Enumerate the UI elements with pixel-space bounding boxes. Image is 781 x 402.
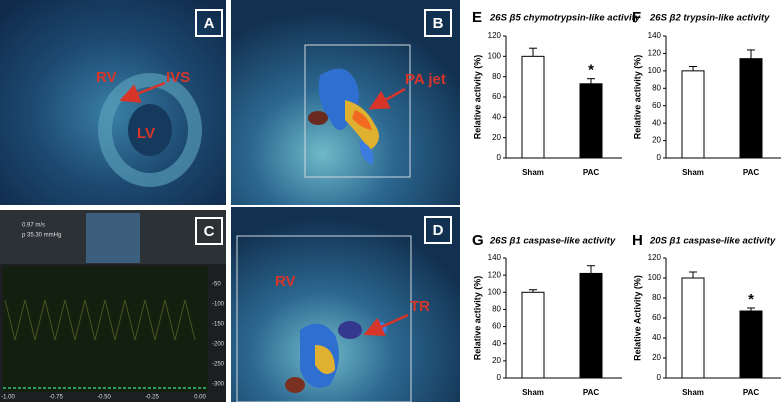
bar [739, 310, 763, 379]
y-tick-label: 20 [492, 356, 501, 365]
x-tick-label: Sham [522, 168, 544, 177]
y-tick-label: 0 [497, 153, 502, 162]
x-tick-label: -0.25 [145, 395, 159, 401]
y-tick-label: -100 [212, 302, 225, 308]
y-tick-label: -300 [212, 382, 225, 388]
panel-label: G [472, 232, 484, 249]
annotation: TR [410, 298, 430, 315]
x-tick-label: -0.50 [97, 395, 111, 401]
y-tick-label: 140 [488, 253, 502, 262]
bar [521, 55, 545, 159]
y-tick-label: 100 [488, 287, 502, 296]
image-c: C 0.97 m/s p 35.30 mmHg -1.00 -0.75 -0.50-… [0, 210, 226, 402]
bar [579, 83, 603, 159]
y-tick-label: 60 [652, 101, 661, 110]
panel-label: H [632, 232, 643, 249]
charts: E 26S β5 chymotrypsin-like activity Relati… [472, 9, 781, 397]
annotation: RV [96, 69, 117, 86]
image-a: A RV IVS LV [0, 0, 226, 205]
y-tick-label: 120 [488, 270, 502, 279]
x-tick-label: Sham [682, 388, 704, 397]
y-axis-label: Relative activity (%) [632, 55, 642, 140]
y-tick-label: 20 [652, 353, 661, 362]
y-tick-label: 80 [652, 293, 661, 302]
annotation: RV [275, 273, 296, 290]
y-tick-label: -150 [212, 322, 225, 328]
x-tick-label: Sham [682, 168, 704, 177]
x-tick-label: 0.00 [194, 395, 206, 401]
bar [521, 291, 545, 379]
y-tick-label: 120 [648, 49, 662, 58]
bar [681, 70, 705, 159]
y-tick-label: 80 [492, 305, 501, 314]
bar [739, 58, 763, 159]
y-tick-label: -50 [212, 282, 221, 288]
y-tick-label: 40 [492, 339, 501, 348]
annotation: IVS [166, 69, 190, 86]
y-tick-label: 80 [492, 72, 501, 81]
x-tick-label: -0.75 [49, 395, 63, 401]
y-tick-label: 120 [488, 31, 502, 40]
bar [681, 277, 705, 379]
significance-label: * [588, 62, 594, 79]
chart-title: 20S β1 caspase-like activity [649, 236, 776, 247]
y-tick-label: 40 [492, 112, 501, 121]
x-tick-label: -1.00 [1, 395, 15, 401]
bar [579, 272, 603, 379]
significance-label: * [748, 291, 754, 308]
y-axis-label: Relative Activity (%) [632, 275, 642, 361]
x-tick-label: PAC [583, 388, 600, 397]
panel-label: E [472, 9, 482, 26]
y-tick-label: 100 [648, 66, 662, 75]
chart-title: 26S β2 trypsin-like activity [649, 13, 770, 24]
x-tick-label: PAC [743, 168, 760, 177]
y-tick-label: 20 [652, 136, 661, 145]
panel-label: C [204, 223, 215, 240]
y-tick-label: 60 [492, 322, 501, 331]
readout: 0.97 m/s [22, 223, 45, 229]
panel-label: F [632, 9, 641, 26]
y-axis-label: Relative activity (%) [472, 276, 482, 361]
y-tick-label: 60 [652, 313, 661, 322]
y-tick-label: 120 [648, 253, 662, 262]
y-axis-label: Relative activity (%) [472, 55, 482, 140]
chart-title: 26S β1 caspase-like activity [489, 236, 616, 247]
chart-title: 26S β5 chymotrypsin-like activity [489, 13, 641, 24]
y-tick-label: 60 [492, 92, 501, 101]
image-d: D RV TR [231, 207, 460, 402]
y-tick-label: 40 [652, 333, 661, 342]
image-b: B PA jet [231, 0, 460, 205]
panel-label: A [204, 15, 215, 32]
y-tick-label: 80 [652, 83, 661, 92]
y-tick-label: 0 [497, 373, 502, 382]
x-tick-label: PAC [743, 388, 760, 397]
y-tick-label: 140 [648, 31, 662, 40]
x-tick-label: Sham [522, 388, 544, 397]
y-tick-label: 40 [652, 118, 661, 127]
y-tick-label: 100 [488, 51, 502, 60]
annotation: PA jet [405, 71, 446, 88]
annotation: LV [137, 125, 155, 142]
c-axis: -1.00 -0.75 -0.50 -0.25 0.00 -50 -100 -150 -200 -… [1, 282, 225, 401]
y-tick-label: 0 [657, 153, 662, 162]
panel-label: B [433, 15, 444, 32]
panel-label: D [433, 222, 444, 239]
x-tick-label: PAC [583, 168, 600, 177]
y-tick-label: -250 [212, 362, 225, 368]
y-tick-label: 100 [648, 273, 662, 282]
readout: p 35.30 mmHg [22, 233, 61, 239]
y-tick-label: 0 [657, 373, 662, 382]
y-tick-label: 20 [492, 133, 501, 142]
y-tick-label: -200 [212, 342, 225, 348]
